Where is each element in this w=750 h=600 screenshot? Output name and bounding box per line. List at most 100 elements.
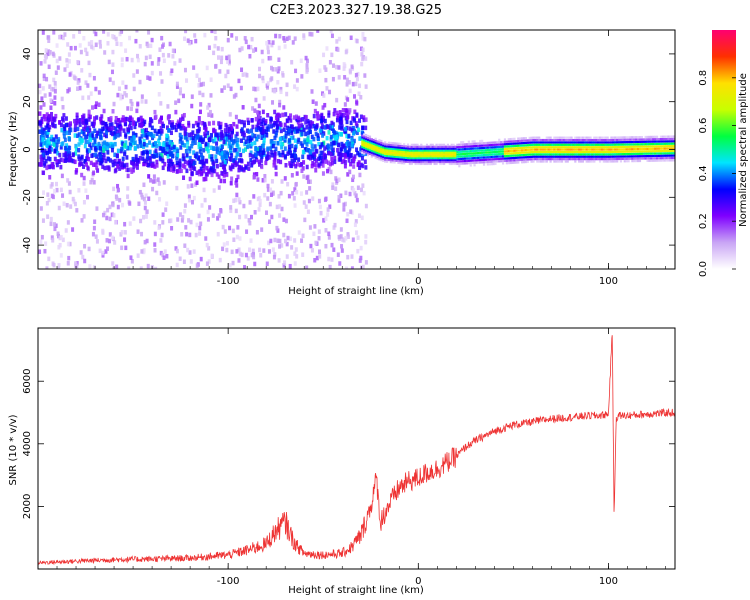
spectrogram-ridge-cell xyxy=(606,155,609,158)
spectrogram-ridge-cell xyxy=(534,150,537,154)
spectrogram-cell xyxy=(283,44,287,49)
spectrogram-cell xyxy=(256,177,260,182)
spectrogram-cell xyxy=(53,142,57,148)
spectrogram-ridge-cell xyxy=(627,148,630,151)
spectrogram-ridge-cell xyxy=(644,152,647,155)
spectrogram-ridge-cell xyxy=(669,147,672,150)
spectrogram-cell xyxy=(55,187,59,193)
spectrogram-cell xyxy=(360,215,364,221)
spectrogram-ridge-cell xyxy=(614,146,617,149)
spectrogram-ridge-cell xyxy=(617,143,621,146)
spectrogram-ridge-cell xyxy=(646,157,649,160)
spectrogram-ridge-cell xyxy=(631,155,634,158)
spectrogram-cell xyxy=(119,42,123,47)
spectrogram-ridge-cell xyxy=(393,146,396,149)
spectrogram-ridge-cell xyxy=(471,145,474,148)
spectrogram-cell xyxy=(98,248,102,254)
spectrogram-cell xyxy=(318,128,322,133)
spectrogram-ridge-cell xyxy=(443,160,446,164)
spectrogram-cell xyxy=(266,49,270,55)
spectrogram-cell xyxy=(345,77,349,83)
spectrogram-cell xyxy=(73,127,77,133)
spectrogram-cell xyxy=(180,140,184,145)
spectrogram-cell xyxy=(265,133,269,138)
spectrogram-cell xyxy=(289,113,293,118)
spectrogram-ridge-cell xyxy=(520,153,524,157)
spectrogram-cell xyxy=(92,75,96,81)
spectrogram-cell xyxy=(275,67,279,72)
spectrogram-cell xyxy=(111,80,115,86)
spectrogram-cell xyxy=(112,266,116,269)
spectrogram-ridge-cell xyxy=(566,143,569,146)
spectrogram-ridge-cell xyxy=(654,147,657,150)
spectrogram-ridge-cell xyxy=(393,142,396,145)
spectrogram-ridge-cell xyxy=(606,136,609,139)
spectrogram-ridge-cell xyxy=(579,143,583,146)
spectrogram-ridge-cell xyxy=(562,141,566,144)
spectrogram-cell xyxy=(234,147,238,153)
spectrogram-cell xyxy=(259,158,263,163)
spectrogram-cell xyxy=(234,114,238,120)
spectrogram-cell xyxy=(88,72,92,78)
spectrogram-ridge-cell xyxy=(433,160,436,164)
spectrogram-cell xyxy=(182,259,186,265)
spectrogram-ridge-cell xyxy=(397,150,400,153)
spectrogram-ridge-cell xyxy=(490,143,493,147)
spectrogram-cell xyxy=(185,231,189,237)
spectrogram-cell xyxy=(106,150,110,155)
spectrogram-cell xyxy=(228,135,232,140)
spectrogram-cell xyxy=(361,125,365,131)
spectrogram-cell xyxy=(275,128,279,133)
spectrogram-cell xyxy=(143,128,147,133)
spectrogram-cell xyxy=(288,138,292,143)
spectrogram-cell xyxy=(42,170,46,176)
spectrogram-ridge-cell xyxy=(627,152,630,156)
spectrogram-ridge-cell xyxy=(382,153,385,157)
spectrogram-ridge-cell xyxy=(673,147,675,150)
spectrogram-cell xyxy=(229,157,233,162)
spectrogram-ridge-cell xyxy=(488,148,491,152)
spectrogram-cell xyxy=(157,181,161,186)
spectrogram-ridge-cell xyxy=(475,154,478,157)
spectrogram-cell xyxy=(100,114,104,119)
spectrogram-cell xyxy=(119,30,123,34)
spectrogram-cell xyxy=(339,234,343,239)
spectrogram-cell xyxy=(277,57,281,62)
spectrogram-cell xyxy=(67,153,71,159)
spectrogram-ridge-cell xyxy=(385,152,389,156)
spectrogram-ridge-cell xyxy=(661,152,664,155)
spectrogram-ridge-cell xyxy=(669,137,672,141)
spectrogram-ridge-cell xyxy=(520,137,524,140)
spectrogram-ridge-cell xyxy=(465,147,469,151)
spectrogram-ridge-cell xyxy=(382,150,385,153)
spectrogram-cell xyxy=(235,142,239,148)
spectrogram-ridge-cell xyxy=(403,152,406,155)
spectrogram-ridge-cell xyxy=(538,143,541,146)
spectrogram-cell xyxy=(300,168,304,174)
spectrogram-cell xyxy=(124,84,128,90)
spectrogram-cell xyxy=(228,112,232,117)
spectrogram-ridge-cell xyxy=(619,143,623,146)
spectrogram-ridge-cell xyxy=(534,143,537,146)
spectrogram-ridge-cell xyxy=(437,155,440,158)
spectrogram-cell xyxy=(327,113,331,118)
spectrogram-ridge-cell xyxy=(568,153,571,156)
spectrogram-ridge-cell xyxy=(557,143,560,146)
spectrogram-cell xyxy=(73,45,77,51)
spectrogram-ridge-cell xyxy=(574,136,577,139)
spectrogram-ridge-cell xyxy=(528,158,531,161)
spectrogram-ridge-cell xyxy=(530,151,533,154)
spectrogram-cell xyxy=(240,67,244,72)
spectrogram-cell xyxy=(157,57,161,62)
spectrogram-ridge-cell xyxy=(597,153,600,156)
spectrogram-cell xyxy=(95,115,99,120)
spectrogram-cell xyxy=(160,35,164,41)
spectrogram-ridge-cell xyxy=(614,143,617,146)
spectrogram-cell xyxy=(229,150,233,156)
spectrogram-cell xyxy=(153,164,157,169)
spectrogram-ridge-cell xyxy=(617,145,621,149)
spectrogram-cell xyxy=(215,158,219,164)
spectrogram-ridge-cell xyxy=(465,150,469,153)
spectrogram-ridge-cell xyxy=(406,153,410,156)
spectrogram-cell xyxy=(286,151,290,156)
